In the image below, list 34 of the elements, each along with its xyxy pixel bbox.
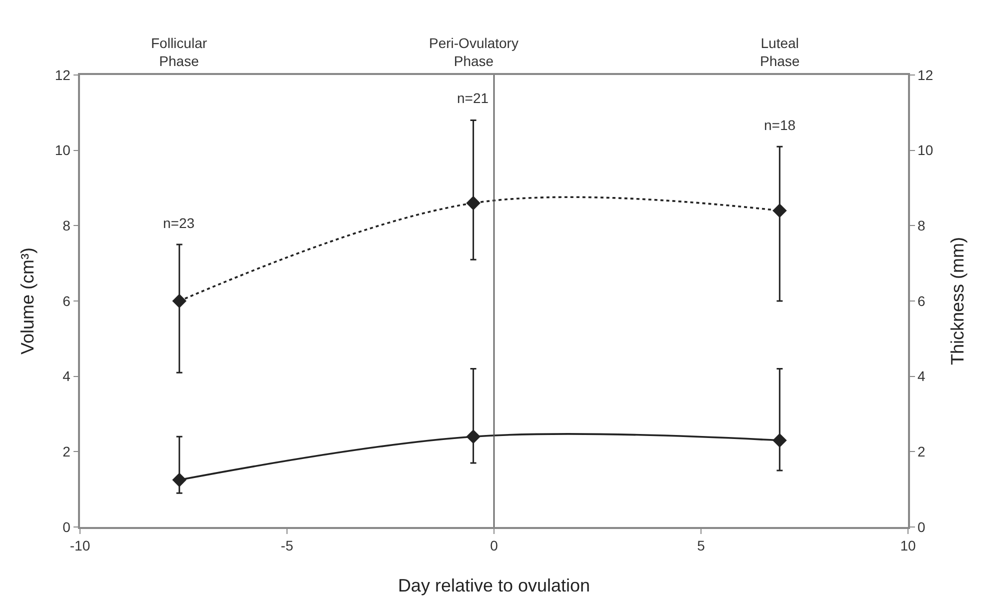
annotation: n=18: [764, 117, 796, 133]
y-tick-label: 12: [54, 66, 71, 83]
text: Luteal Phase: [760, 35, 800, 70]
y-tick-label: 10: [54, 142, 71, 158]
point: [172, 472, 187, 488]
y-tick-label: 2: [62, 444, 71, 460]
y2-tick-label: 12: [918, 66, 934, 83]
point: [172, 294, 187, 308]
point: [466, 196, 480, 210]
y-tick-label: 6: [62, 292, 71, 309]
y2-tick-label: 0: [918, 518, 926, 535]
x-axis-title: Day relative to ovulation: [398, 576, 590, 596]
y2-tick-label: 8: [918, 218, 926, 234]
x-tick-label: -5: [280, 538, 294, 554]
text: Peri-Ovulatory Phase: [429, 35, 518, 70]
annotation: n=21: [457, 90, 489, 106]
y2-tick-label: 10: [918, 142, 934, 158]
x-tick-label: -10: [70, 538, 90, 554]
y-tick-label: 4: [62, 368, 71, 384]
x-tick-label: 10: [900, 538, 916, 554]
y-tick-label: 0: [62, 518, 71, 535]
point: [772, 433, 787, 448]
x-tick-label: 5: [697, 538, 706, 554]
y-axis-title: Volume (cm³): [18, 247, 38, 355]
y-tick-label: 8: [62, 218, 71, 234]
point: [466, 429, 480, 444]
x-tick-label: 0: [490, 538, 498, 554]
y2-axis-title: Thickness (mm): [948, 236, 968, 366]
y2-tick-label: 4: [918, 368, 926, 384]
text: Follicular Phase: [151, 35, 208, 70]
point: [772, 203, 787, 218]
y2-tick-label: 2: [918, 444, 926, 460]
y2-tick-label: 6: [918, 292, 926, 309]
annotation: n=23: [163, 215, 195, 231]
